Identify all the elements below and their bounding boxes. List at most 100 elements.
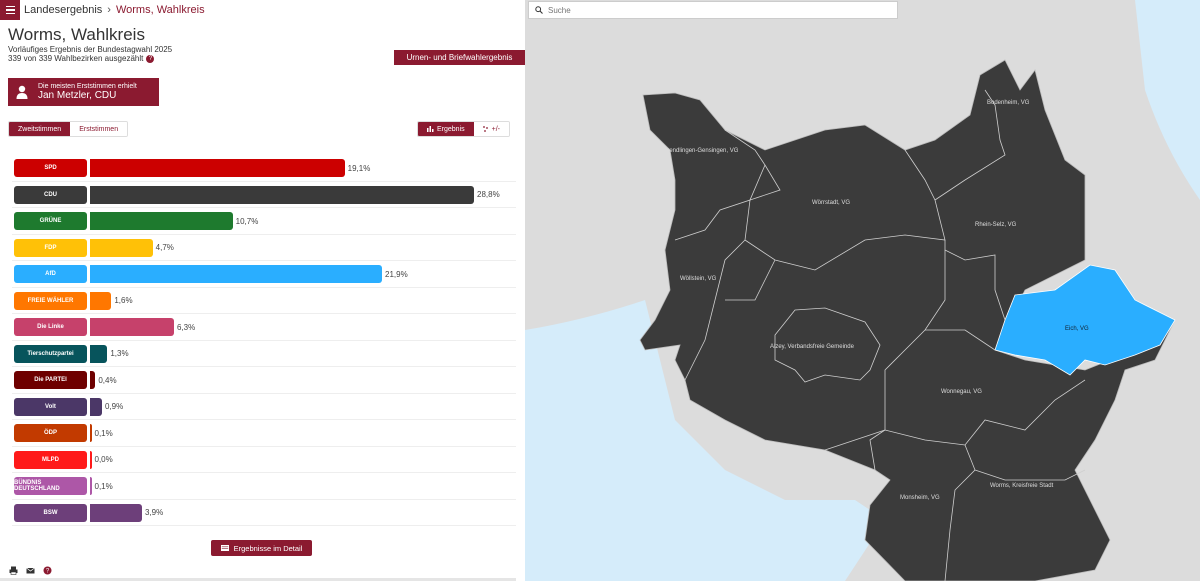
result-row: FDP 4,7%	[12, 235, 516, 261]
counted-status: 339 von 339 Wahlbezirken ausgezählt?	[8, 54, 155, 63]
page-title: Worms, Wahlkreis	[8, 25, 145, 44]
result-bar	[90, 265, 382, 283]
river-water-east	[1135, 0, 1200, 200]
result-percentage: 0,9%	[105, 402, 124, 411]
result-percentage: 1,3%	[110, 349, 129, 358]
search-input[interactable]	[548, 5, 888, 15]
details-button[interactable]: Ergebnisse im Detail	[211, 540, 312, 556]
election-subtitle: Vorläufiges Ergebnis der Bundestagwahl 2…	[8, 45, 173, 54]
results-panel: Landesergebnis › Worms, Wahlkreis Worms,…	[0, 0, 525, 581]
result-row: ÖDP 0,1%	[12, 420, 516, 447]
scatter-icon	[482, 126, 488, 132]
tab-erststimmen[interactable]: Erststimmen	[70, 122, 128, 136]
party-label: Die Linke	[14, 318, 87, 336]
party-label: CDU	[14, 185, 87, 204]
region-label-bodenheim[interactable]: Bodenheim, VG	[987, 100, 1030, 106]
region-label-worms[interactable]: Worms, Kreisfreie Stadt	[990, 483, 1054, 489]
result-row: Volt 0,9%	[12, 394, 516, 420]
result-percentage: 4,7%	[155, 243, 174, 252]
result-bar	[90, 318, 174, 336]
help-icon[interactable]: ?	[146, 54, 155, 63]
urnen-briefwahl-button[interactable]: Urnen- und Briefwahlergebnis	[394, 50, 525, 65]
footer-divider	[0, 578, 516, 581]
district-area	[639, 59, 1176, 581]
party-label: BSW	[14, 503, 87, 522]
svg-text:?: ?	[46, 569, 50, 575]
result-percentage: 28,8%	[477, 190, 500, 199]
result-percentage: 19,1%	[347, 163, 371, 173]
party-label: AfD	[14, 265, 87, 283]
party-label: FREIE WÄHLER	[14, 291, 87, 310]
result-percentage: 0,1%	[94, 428, 113, 438]
table-icon	[220, 545, 229, 551]
result-bar	[90, 397, 102, 416]
river-water	[525, 300, 885, 581]
result-row: BSW 3,9%	[12, 500, 516, 526]
party-label: GRÜNE	[14, 212, 87, 230]
search-icon	[532, 1, 546, 19]
region-label-wonnegau[interactable]: Wonnegau, VG	[941, 389, 982, 395]
region-label-monsheim[interactable]: Monsheim, VG	[900, 495, 940, 501]
party-label: MLPD	[14, 450, 87, 469]
vote-type-toggle: Zweitstimmen Erststimmen	[8, 121, 129, 137]
tab-ergebnis[interactable]: Ergebnis	[418, 122, 474, 136]
result-percentage: 0,0%	[94, 455, 113, 464]
result-bar	[90, 450, 92, 469]
result-bar	[90, 371, 96, 389]
region-label-woerrstadt[interactable]: Wörrstadt, VG	[812, 200, 850, 206]
tab-ergebnis-label: Ergebnis	[437, 125, 465, 133]
result-bar	[90, 185, 474, 204]
help-circle-icon[interactable]: ?	[43, 566, 52, 575]
result-bar	[90, 344, 108, 363]
result-row: FREIE WÄHLER 1,6%	[12, 288, 516, 314]
footer-icons: ?	[9, 566, 52, 575]
result-bar	[90, 424, 92, 442]
result-percentage: 10,7%	[235, 216, 259, 226]
result-bar	[90, 503, 142, 522]
result-row: MLPD 0,0%	[12, 447, 516, 473]
menu-icon[interactable]	[0, 0, 20, 20]
result-bar	[90, 212, 233, 230]
party-label: Die PARTEI	[14, 371, 87, 389]
result-row: CDU 28,8%	[12, 182, 516, 208]
region-label-rhein-selz[interactable]: Rhein-Selz, VG	[975, 222, 1017, 228]
result-row: AfD 21,9%	[12, 261, 516, 288]
party-label: Tierschutzpartei	[14, 344, 87, 363]
district-borders	[674, 89, 1086, 581]
party-label: FDP	[14, 238, 87, 257]
result-row: GRÜNE 10,7%	[12, 208, 516, 235]
winner-name: Jan Metzler, CDU	[38, 90, 117, 101]
counted-text: 339 von 339 Wahlbezirken ausgezählt	[8, 54, 144, 63]
result-bar	[90, 477, 92, 495]
tab-zweitstimmen[interactable]: Zweitstimmen	[9, 122, 71, 136]
mail-icon[interactable]	[26, 566, 35, 575]
party-label: BÜNDNIS DEUTSCHLAND	[14, 477, 87, 495]
breadcrumb-separator: ›	[107, 4, 111, 16]
party-label: Volt	[14, 397, 87, 416]
region-label-sprendlingen[interactable]: Sprendlingen-Gensingen, VG	[660, 148, 739, 154]
breadcrumb-current: Worms, Wahlkreis	[115, 4, 205, 16]
result-row: BÜNDNIS DEUTSCHLAND 0,1%	[12, 473, 516, 500]
result-percentage: 0,1%	[94, 481, 113, 491]
bar-chart-icon	[427, 126, 434, 132]
result-percentage: 1,6%	[114, 296, 133, 305]
result-bar	[90, 159, 345, 177]
party-label: SPD	[14, 159, 87, 177]
tab-difference-label: +/-	[491, 125, 501, 133]
region-map[interactable]: Sprendlingen-Gensingen, VG Bodenheim, VG…	[525, 0, 1200, 581]
print-icon[interactable]	[9, 566, 18, 575]
region-eich-highlight[interactable]	[994, 264, 1176, 376]
top-bar: Landesergebnis › Worms, Wahlkreis	[0, 0, 525, 20]
map-panel[interactable]: Sprendlingen-Gensingen, VG Bodenheim, VG…	[525, 0, 1200, 581]
tab-difference[interactable]: +/-	[473, 122, 510, 136]
region-label-woellstein[interactable]: Wöllstein, VG	[680, 276, 717, 282]
region-label-eich[interactable]: Eich, VG	[1065, 326, 1089, 332]
breadcrumb-root[interactable]: Landesergebnis	[24, 4, 103, 16]
region-label-alzey[interactable]: Alzey, Verbandsfreie Gemeinde	[770, 344, 855, 350]
result-row: Die PARTEI 0,4%	[12, 367, 516, 394]
party-label: ÖDP	[14, 424, 87, 442]
person-icon	[8, 78, 36, 106]
result-percentage: 3,9%	[145, 508, 164, 517]
result-bar	[90, 238, 153, 257]
details-button-label: Ergebnisse im Detail	[233, 543, 303, 553]
